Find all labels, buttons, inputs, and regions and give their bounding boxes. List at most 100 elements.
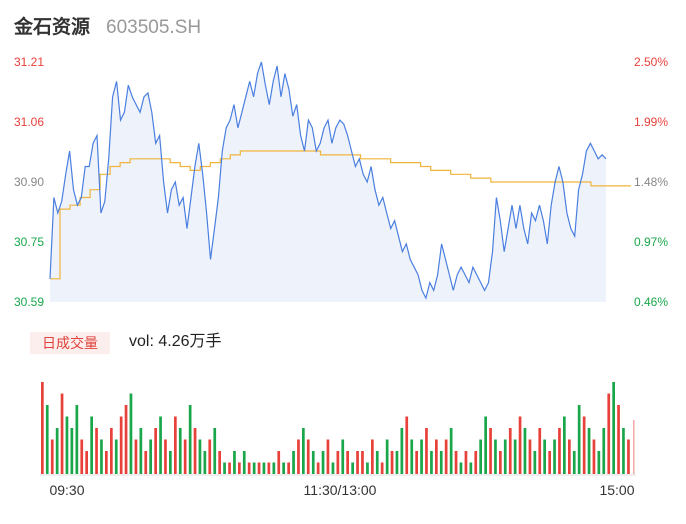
volume-bar — [430, 451, 433, 474]
volume-bar — [435, 439, 438, 474]
volume-bar — [247, 462, 251, 474]
volume-bar — [50, 439, 54, 474]
y-tick-left: 31.06 — [14, 115, 44, 129]
volume-bar — [218, 451, 221, 474]
volume-tab[interactable]: 日成交量 — [30, 332, 110, 354]
volume-bar — [633, 420, 635, 474]
volume-bar — [380, 462, 384, 474]
volume-bar — [533, 451, 537, 474]
volume-bar — [577, 405, 581, 474]
volume-bar — [169, 451, 172, 474]
volume-bar — [503, 439, 507, 474]
y-tick-left: 30.75 — [14, 235, 44, 249]
volume-bar — [292, 451, 295, 474]
volume-bar — [425, 428, 428, 474]
volume-bar — [366, 462, 369, 474]
volume-bar — [110, 428, 113, 474]
volume-bar — [90, 416, 93, 474]
volume-bar — [287, 462, 290, 474]
x-tick-label: 11:30/13:00 — [304, 482, 377, 498]
volume-bar — [449, 428, 453, 474]
volume-bar — [100, 439, 103, 474]
volume-bar — [164, 439, 167, 474]
y-tick-left: 30.90 — [14, 175, 44, 189]
volume-bar — [282, 462, 285, 474]
volume-bar — [119, 416, 123, 474]
volume-bar — [321, 451, 325, 474]
volume-bar — [543, 439, 546, 474]
x-tick-label: 15:00 — [599, 482, 634, 498]
volume-bar — [518, 416, 522, 474]
volume-bar — [129, 393, 133, 474]
volume-bar — [144, 451, 148, 474]
volume-bar — [459, 462, 463, 474]
volume-bar — [331, 462, 335, 474]
y-tick-left: 30.59 — [14, 295, 44, 309]
volume-bar — [607, 393, 611, 474]
volume-bar — [70, 428, 74, 474]
volume-bar — [356, 451, 359, 474]
volume-bar — [390, 451, 394, 474]
volume-bar — [341, 439, 345, 474]
volume-bar — [272, 462, 276, 474]
volume-bar — [568, 439, 571, 474]
volume-bar — [528, 439, 532, 474]
volume-bar — [139, 428, 143, 474]
y-tick-right: 2.50% — [634, 55, 668, 69]
volume-bar — [203, 451, 207, 474]
volume-bar — [346, 451, 349, 474]
volume-bar — [563, 416, 566, 474]
volume-bar — [464, 451, 468, 474]
volume-bar — [627, 439, 630, 474]
y-tick-right: 0.97% — [634, 235, 668, 249]
volume-bar — [198, 439, 202, 474]
volume-bar — [444, 439, 448, 474]
chart-header: 金石资源 603505.SH — [14, 12, 201, 40]
volume-bar — [405, 416, 409, 474]
volume-bar — [174, 416, 177, 474]
x-tick-label: 09:30 — [49, 482, 84, 498]
volume-bar — [395, 451, 399, 474]
volume-bar — [124, 405, 128, 474]
volume-bar — [612, 382, 615, 474]
volume-bar — [553, 439, 556, 474]
volume-bar — [302, 428, 305, 474]
volume-bar — [262, 462, 266, 474]
volume-bar — [183, 439, 187, 474]
volume-bar — [572, 451, 576, 474]
volume-bar — [257, 462, 261, 474]
volume-bar — [134, 439, 138, 474]
volume-bar — [538, 428, 542, 474]
volume-bar — [277, 451, 281, 474]
volume-bar — [548, 451, 551, 474]
volume-bar — [558, 428, 561, 474]
volume-bar — [252, 462, 256, 474]
volume-bar — [188, 405, 192, 474]
volume-bar — [55, 428, 59, 474]
volume-bar — [508, 428, 512, 474]
volume-bar — [617, 405, 620, 474]
volume-bar — [242, 451, 246, 474]
volume-bar — [597, 451, 601, 474]
volume-bar — [45, 405, 49, 474]
stock-code: 603505.SH — [106, 17, 202, 38]
volume-bar — [582, 416, 586, 474]
volume-bar — [622, 428, 625, 474]
volume-bar — [499, 451, 502, 474]
volume-bar — [523, 428, 527, 474]
volume-bar — [454, 451, 458, 474]
volume-bar — [154, 428, 157, 474]
volume-bar — [306, 439, 310, 474]
volume-bar — [371, 439, 374, 474]
volume-bar — [193, 428, 197, 474]
volume-bar — [311, 451, 315, 474]
volume-bar — [267, 462, 271, 474]
volume-bar — [336, 451, 340, 474]
volume-bar — [410, 439, 414, 474]
volume-bar — [213, 428, 217, 474]
volume-bar — [415, 451, 418, 474]
volume-bar — [400, 428, 404, 474]
volume-bar — [361, 451, 364, 474]
volume-bar — [233, 451, 236, 474]
